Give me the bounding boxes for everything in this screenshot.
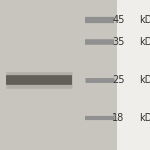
Text: 18: 18 (112, 113, 124, 123)
Text: kDa: kDa (140, 37, 150, 47)
Text: kDa: kDa (140, 75, 150, 85)
Text: 25: 25 (112, 75, 124, 85)
Text: 45: 45 (112, 15, 124, 25)
Text: 35: 35 (112, 37, 124, 47)
Bar (0, 0, 117, 150)
Text: kDa: kDa (140, 113, 150, 123)
Text: kDa: kDa (140, 15, 150, 25)
